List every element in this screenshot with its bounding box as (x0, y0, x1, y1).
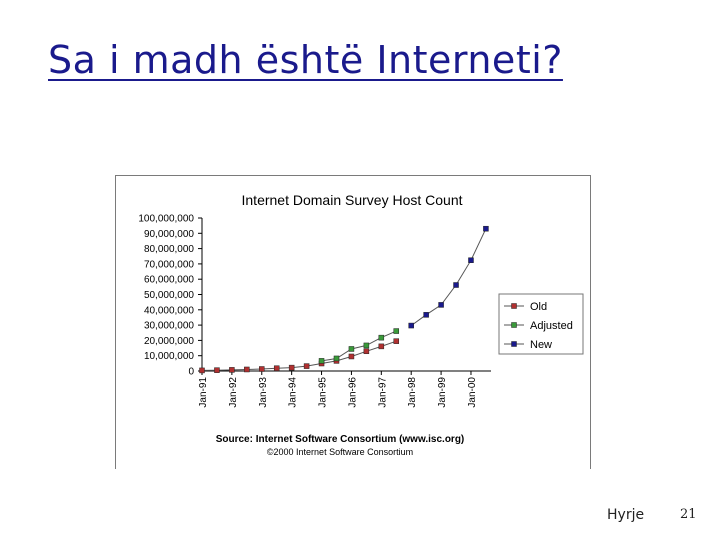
data-point-adjusted (363, 342, 370, 349)
data-point-old (288, 364, 295, 371)
data-point-adjusted (318, 358, 325, 364)
y-tick-label: 60,000,000 (144, 275, 194, 286)
x-tick-label: Jan-97 (377, 377, 388, 408)
x-tick-label: Jan-98 (407, 377, 418, 408)
y-tick-label: 70,000,000 (144, 259, 194, 270)
x-tick-label: Jan-95 (318, 377, 329, 408)
chart-title: Internet Domain Survey Host Count (242, 192, 463, 208)
data-point-old (273, 365, 280, 371)
chart-panel: Internet Domain Survey Host Count 0 10,00… (115, 175, 591, 469)
data-point-old (363, 348, 370, 355)
data-point-new (483, 225, 489, 232)
data-point-adjusted (333, 355, 340, 362)
data-point-adjusted (393, 328, 400, 334)
y-tick-label: 0 (188, 367, 194, 378)
data-point-new (468, 257, 474, 263)
legend-label-old: Old (530, 301, 547, 313)
data-point-old (229, 367, 235, 373)
legend-label-new: New (530, 339, 552, 351)
data-point-new (453, 282, 459, 288)
y-tick-label: 40,000,000 (144, 305, 194, 316)
page-number: 21 (680, 507, 697, 522)
y-tick-label: 30,000,000 (144, 321, 194, 332)
x-tick-label: Jan-92 (228, 377, 239, 408)
data-point-old (214, 367, 220, 373)
y-tick-label: 100,000,000 (138, 214, 194, 225)
data-point-new (438, 302, 444, 308)
x-tick-label: Jan-00 (467, 377, 478, 408)
data-point-old (378, 343, 385, 350)
legend-marker-old (511, 303, 517, 309)
data-point-old (303, 363, 310, 369)
slide-title: Sa i madh është Interneti? (48, 38, 563, 82)
data-point-new (408, 322, 414, 329)
data-point-old (393, 338, 400, 344)
legend-label-adjusted: Adjusted (530, 320, 573, 332)
x-tick-label: Jan-99 (437, 377, 448, 408)
legend-marker-new (511, 341, 517, 347)
chart-copyright: ©2000 Internet Software Consortium (267, 447, 413, 457)
x-tick-label: Jan-96 (347, 377, 358, 408)
y-tick-label: 50,000,000 (144, 290, 194, 301)
y-tick-label: 80,000,000 (144, 244, 194, 255)
x-tick-label: Jan-91 (198, 377, 209, 408)
data-point-adjusted (348, 346, 355, 352)
series-line-adjusted (321, 330, 397, 362)
series-line-new (410, 228, 487, 327)
data-point-old (199, 367, 205, 374)
chart-svg: Internet Domain Survey Host Count 0 10,00… (138, 192, 584, 457)
x-tick-label: Jan-94 (288, 377, 299, 408)
data-point-new (423, 312, 429, 318)
data-point-old (244, 366, 250, 373)
data-point-old (348, 353, 355, 360)
y-tick-label: 20,000,000 (144, 336, 194, 347)
data-point-old (259, 366, 265, 372)
x-tick-label: Jan-93 (258, 377, 269, 408)
legend-marker-adjusted (511, 322, 517, 328)
chart-source: Source: Internet Software Consortium (ww… (216, 434, 465, 445)
y-tick-label: 10,000,000 (144, 351, 194, 362)
data-point-adjusted (378, 334, 385, 341)
footer-section-label: Hyrje (607, 507, 645, 523)
y-tick-label: 90,000,000 (144, 229, 194, 240)
